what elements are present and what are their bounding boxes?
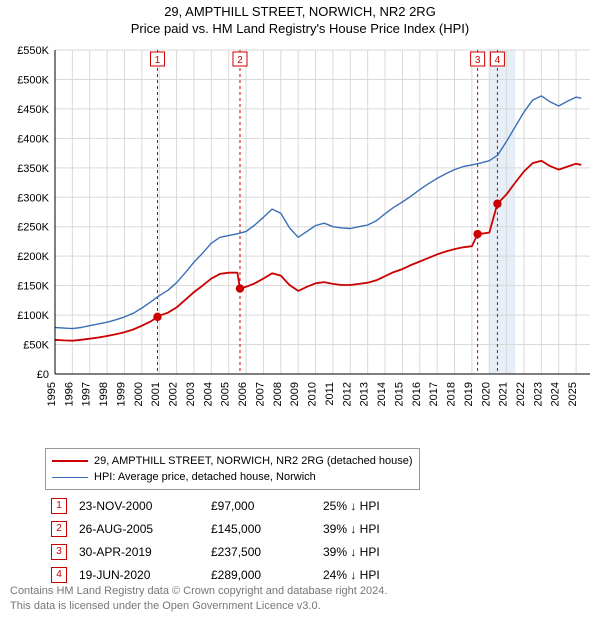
sale-marker: 2 bbox=[51, 521, 67, 537]
svg-text:2012: 2012 bbox=[341, 382, 353, 406]
sale-price: £145,000 bbox=[205, 517, 317, 540]
svg-text:2015: 2015 bbox=[393, 382, 405, 406]
sale-date: 23-NOV-2000 bbox=[73, 494, 205, 517]
svg-text:1998: 1998 bbox=[98, 382, 110, 406]
sale-marker: 1 bbox=[51, 498, 67, 514]
svg-text:2008: 2008 bbox=[272, 382, 284, 406]
svg-text:2004: 2004 bbox=[202, 382, 214, 406]
sale-vs-hpi: 24% ↓ HPI bbox=[317, 563, 386, 586]
chart-svg: £0 £50K £100K £150K £200K £250K £300K £350K £400… bbox=[0, 44, 600, 444]
svg-text:1999: 1999 bbox=[115, 382, 127, 406]
sale-vs-hpi: 39% ↓ HPI bbox=[317, 540, 386, 563]
svg-text:2014: 2014 bbox=[376, 382, 388, 406]
footer-attribution: Contains HM Land Registry data © Crown c… bbox=[10, 584, 387, 614]
svg-text:£450K: £450K bbox=[17, 104, 49, 116]
svg-text:1996: 1996 bbox=[63, 382, 75, 406]
svg-text:2019: 2019 bbox=[463, 382, 475, 406]
svg-text:2017: 2017 bbox=[428, 382, 440, 406]
footer-line1: Contains HM Land Registry data © Crown c… bbox=[10, 584, 387, 599]
svg-text:2018: 2018 bbox=[446, 382, 458, 406]
svg-text:£0: £0 bbox=[37, 369, 49, 381]
legend-swatch bbox=[52, 477, 88, 478]
svg-text:£50K: £50K bbox=[23, 340, 49, 352]
svg-text:2006: 2006 bbox=[237, 382, 249, 406]
svg-text:£200K: £200K bbox=[17, 251, 49, 263]
sale-marker: 4 bbox=[51, 567, 67, 583]
sale-row: 3 30-APR-2019£237,50039% ↓ HPI bbox=[45, 540, 386, 563]
svg-text:2010: 2010 bbox=[307, 382, 319, 406]
svg-text:2000: 2000 bbox=[133, 382, 145, 406]
svg-text:£400K: £400K bbox=[17, 133, 49, 145]
svg-text:2021: 2021 bbox=[498, 382, 510, 406]
svg-text:2013: 2013 bbox=[359, 382, 371, 406]
svg-text:2025: 2025 bbox=[567, 382, 579, 406]
sale-dot bbox=[153, 313, 161, 321]
sale-vs-hpi: 39% ↓ HPI bbox=[317, 517, 386, 540]
svg-text:2024: 2024 bbox=[550, 382, 562, 406]
sale-dot bbox=[493, 200, 501, 208]
svg-text:£500K: £500K bbox=[17, 74, 49, 86]
svg-text:2023: 2023 bbox=[532, 382, 544, 406]
sale-date: 30-APR-2019 bbox=[73, 540, 205, 563]
sale-date: 26-AUG-2005 bbox=[73, 517, 205, 540]
svg-text:1: 1 bbox=[155, 55, 161, 66]
title-address: 29, AMPTHILL STREET, NORWICH, NR2 2RG bbox=[0, 4, 600, 19]
sale-price: £289,000 bbox=[205, 563, 317, 586]
svg-text:2002: 2002 bbox=[168, 382, 180, 406]
svg-text:2007: 2007 bbox=[254, 382, 266, 406]
sale-dot bbox=[473, 230, 481, 238]
legend: 29, AMPTHILL STREET, NORWICH, NR2 2RG (d… bbox=[45, 448, 420, 490]
legend-item: HPI: Average price, detached house, Norw… bbox=[52, 469, 413, 485]
sale-row: 4 19-JUN-2020£289,00024% ↓ HPI bbox=[45, 563, 386, 586]
svg-text:4: 4 bbox=[495, 55, 501, 66]
sale-marker: 3 bbox=[51, 544, 67, 560]
svg-text:£250K: £250K bbox=[17, 222, 49, 234]
svg-text:£100K: £100K bbox=[17, 310, 49, 322]
svg-text:1995: 1995 bbox=[46, 382, 58, 406]
legend-swatch bbox=[52, 460, 88, 462]
legend-item: 29, AMPTHILL STREET, NORWICH, NR2 2RG (d… bbox=[52, 453, 413, 469]
svg-text:2003: 2003 bbox=[185, 382, 197, 406]
footer-line2: This data is licensed under the Open Gov… bbox=[10, 599, 387, 614]
svg-text:£550K: £550K bbox=[17, 45, 49, 57]
legend-label: HPI: Average price, detached house, Norw… bbox=[94, 471, 316, 483]
svg-text:2001: 2001 bbox=[150, 382, 162, 406]
sale-price: £237,500 bbox=[205, 540, 317, 563]
svg-text:2016: 2016 bbox=[411, 382, 423, 406]
sale-row: 2 26-AUG-2005£145,00039% ↓ HPI bbox=[45, 517, 386, 540]
svg-text:2005: 2005 bbox=[220, 382, 232, 406]
title-subtitle: Price paid vs. HM Land Registry's House … bbox=[0, 21, 600, 36]
svg-text:2022: 2022 bbox=[515, 382, 527, 406]
sale-price: £97,000 bbox=[205, 494, 317, 517]
sale-vs-hpi: 25% ↓ HPI bbox=[317, 494, 386, 517]
sale-date: 19-JUN-2020 bbox=[73, 563, 205, 586]
svg-text:1997: 1997 bbox=[81, 382, 93, 406]
chart-area: £0 £50K £100K £150K £200K £250K £300K £350K £400… bbox=[0, 44, 600, 444]
svg-text:2020: 2020 bbox=[480, 382, 492, 406]
svg-text:£300K: £300K bbox=[17, 192, 49, 204]
sales-table: 1 23-NOV-2000£97,00025% ↓ HPI 2 26-AUG-2005… bbox=[45, 494, 386, 586]
svg-text:2: 2 bbox=[237, 55, 243, 66]
chart-titles: 29, AMPTHILL STREET, NORWICH, NR2 2RG Pr… bbox=[0, 0, 600, 36]
svg-text:2009: 2009 bbox=[289, 382, 301, 406]
svg-text:£350K: £350K bbox=[17, 163, 49, 175]
sale-dot bbox=[236, 284, 244, 292]
svg-text:3: 3 bbox=[475, 55, 481, 66]
svg-text:£150K: £150K bbox=[17, 281, 49, 293]
sale-row: 1 23-NOV-2000£97,00025% ↓ HPI bbox=[45, 494, 386, 517]
legend-label: 29, AMPTHILL STREET, NORWICH, NR2 2RG (d… bbox=[94, 455, 413, 467]
svg-text:2011: 2011 bbox=[324, 382, 336, 406]
